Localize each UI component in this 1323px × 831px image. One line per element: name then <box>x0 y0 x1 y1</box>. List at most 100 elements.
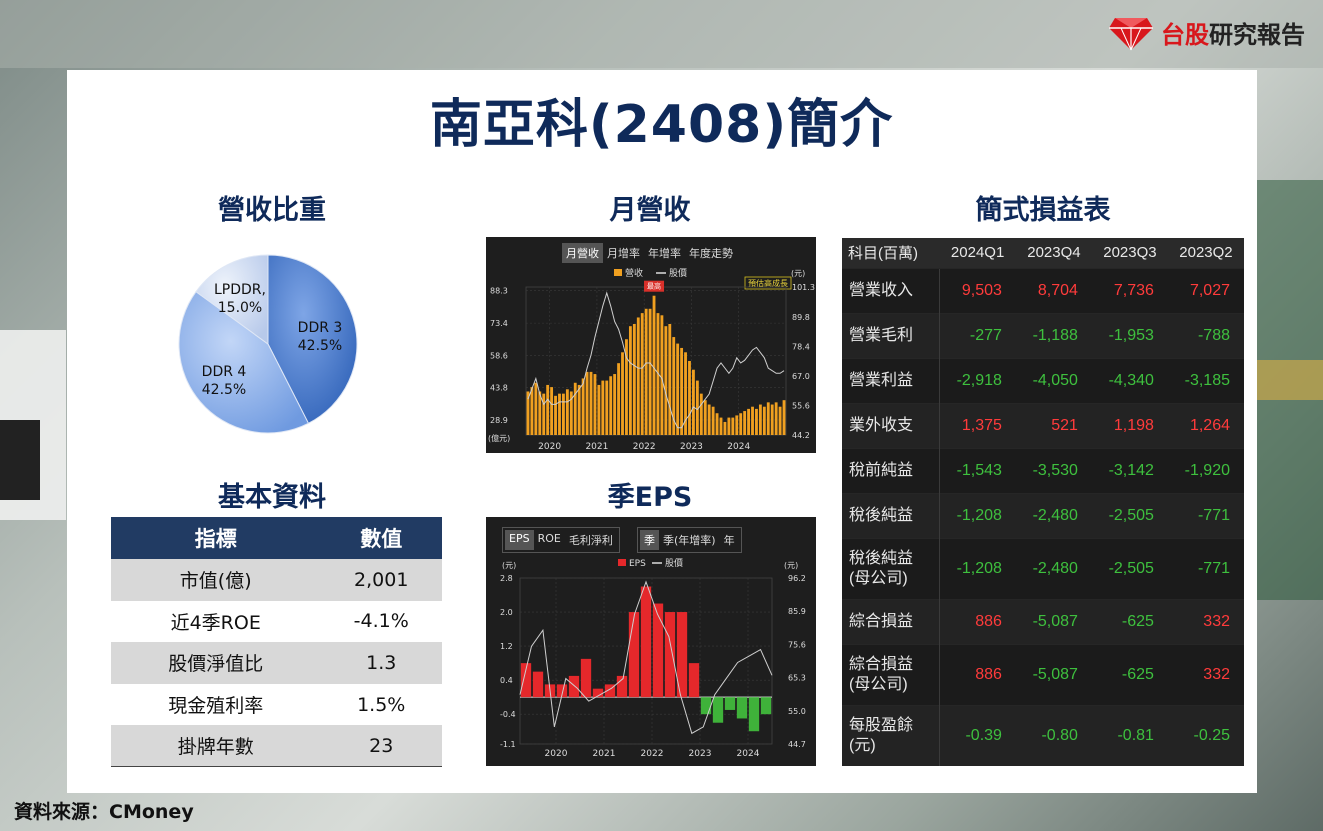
table-row: 營業毛利 -277 -1,188 -1,953 -788 <box>842 312 1244 358</box>
fin-cell: 332 <box>1167 598 1244 644</box>
table-row: 每股盈餘 (元) -0.39 -0.80 -0.81 -0.25 <box>842 704 1244 766</box>
section-title-quarterly-eps: 季EPS <box>607 482 693 513</box>
eps-bar <box>688 663 700 698</box>
tab-mom[interactable]: 月增率 <box>607 247 640 260</box>
fin-label-line1: 營業收入 <box>849 281 914 299</box>
table-row: 掛牌年數 23 <box>111 725 442 768</box>
y2-tick-label: 65.3 <box>788 674 806 683</box>
y-tick-label: 2.8 <box>500 574 513 583</box>
fin-label-line2: (母公司) <box>849 569 908 587</box>
tab-yearly-trend[interactable]: 年度走勢 <box>689 247 733 260</box>
tab-monthly-revenue[interactable]: 月營收 <box>562 243 603 263</box>
fin-cell: -771 <box>1167 537 1244 599</box>
eps-period-tabs: 季 季(年增率) 年 <box>637 527 742 553</box>
brand-name-red: 台股 <box>1161 20 1209 49</box>
revenue-bar <box>609 376 613 435</box>
basic-label: 近4季ROE <box>111 600 321 643</box>
y-tick-label: 73.4 <box>490 319 508 328</box>
fin-cell: -0.25 <box>1167 704 1244 766</box>
fin-label-line2: (元) <box>849 736 876 754</box>
fin-cell: -0.81 <box>1091 704 1168 766</box>
eps-bar <box>556 684 568 698</box>
revenue-bar <box>542 393 546 435</box>
left-unit-label: (元) <box>502 561 516 570</box>
x-tick-label: 2023 <box>680 442 703 452</box>
y-tick-label: 28.9 <box>490 416 508 425</box>
fin-cell: 332 <box>1167 643 1244 705</box>
eps-bar <box>616 675 628 698</box>
revenue-bar <box>526 391 530 435</box>
tab-yoy[interactable]: 年增率 <box>648 247 681 260</box>
tab-eps[interactable]: EPS <box>505 530 534 550</box>
table-row: 營業收入 9,503 8,704 7,736 7,027 <box>842 267 1244 313</box>
tab-margin[interactable]: 毛利淨利 <box>568 534 613 547</box>
revenue-bar <box>703 400 707 435</box>
revenue-bar <box>692 369 695 435</box>
brand-logo: 台股 研究報告 <box>1107 12 1305 52</box>
pie-label-lpddr: LPDDR, <box>214 282 266 298</box>
revenue-bar <box>778 406 782 435</box>
fin-cell: -2,480 <box>1015 537 1092 599</box>
x-tick-label: 2024 <box>737 749 760 759</box>
fin-cell: 7,736 <box>1091 267 1168 313</box>
tab-quarterly[interactable]: 季 <box>640 530 659 550</box>
fin-label-line1: 稅後純益 <box>849 549 914 567</box>
eps-bar <box>580 658 592 698</box>
y2-tick-label: 44.7 <box>788 740 806 749</box>
pie-label-ddr3: DDR 3 <box>298 320 343 336</box>
peak-tag: 最高 <box>647 282 661 291</box>
tab-quarterly-yoy[interactable]: 季(年增率) <box>663 534 716 547</box>
fin-cell: -1,920 <box>1167 447 1244 493</box>
quarterly-eps-chart: (元) (元) EPS 股價 2.8 2.0 1.2 0.4 -0.4 -1.1 96.2… <box>500 558 806 759</box>
eps-bar <box>520 663 532 698</box>
data-source: 資料來源：CMoney <box>14 801 194 823</box>
revenue-bar <box>684 352 687 435</box>
right-unit-label: (元) <box>791 269 805 278</box>
eps-bar <box>676 612 688 698</box>
eps-bar <box>760 697 772 715</box>
fin-cell: -3,185 <box>1167 357 1244 403</box>
fin-row-label: 每股盈餘 (元) <box>842 704 940 766</box>
legend-price: 股價 <box>665 558 683 569</box>
tab-annual[interactable]: 年 <box>723 534 735 547</box>
revenue-bar <box>569 391 573 435</box>
fin-row-label: 業外收支 <box>842 402 940 448</box>
fin-label-line2: (母公司) <box>849 675 908 693</box>
y2-tick-label: 55.0 <box>788 707 806 716</box>
revenue-bar <box>640 313 644 435</box>
revenue-bar <box>577 384 581 435</box>
fin-cell: -3,142 <box>1091 447 1168 493</box>
y-tick-label: 0.4 <box>500 676 513 685</box>
fin-label-line1: 稅後純益 <box>849 506 914 524</box>
revenue-bar <box>585 371 589 435</box>
fin-header-q: 2023Q2 <box>1167 238 1244 268</box>
fin-cell: -3,530 <box>1015 447 1092 493</box>
pie-pct-ddr3: 42.5% <box>298 338 342 354</box>
revenue-bar <box>695 380 699 435</box>
eps-bar <box>700 697 712 715</box>
eps-bar <box>664 612 676 698</box>
basic-header-value: 數值 <box>320 517 442 559</box>
forecast-tag: 預估高成長 <box>748 278 788 288</box>
y2-tick-label: 85.9 <box>788 607 806 616</box>
revenue-bar <box>715 413 719 435</box>
fin-cell: 9,503 <box>938 267 1016 313</box>
y2-tick-label: 78.4 <box>792 342 810 351</box>
revenue-bar <box>597 384 601 435</box>
y-tick-label: -0.4 <box>500 710 516 719</box>
revenue-bar <box>688 361 691 435</box>
fin-cell: -1,208 <box>938 492 1016 538</box>
tab-roe[interactable]: ROE <box>537 532 561 545</box>
fin-cell: 521 <box>1015 402 1092 448</box>
revenue-bar <box>644 308 648 435</box>
table-row: 業外收支 1,375 521 1,198 1,264 <box>842 402 1244 448</box>
eps-bar <box>628 612 640 698</box>
fin-row-label: 營業收入 <box>842 267 940 313</box>
eps-bar <box>712 697 724 723</box>
y2-tick-label: 96.2 <box>788 574 806 583</box>
peak-marker <box>644 280 665 292</box>
revenue-bar <box>613 374 617 435</box>
fin-cell: -4,340 <box>1091 357 1168 403</box>
x-tick-label: 2024 <box>727 442 750 452</box>
revenue-bar <box>534 382 538 435</box>
